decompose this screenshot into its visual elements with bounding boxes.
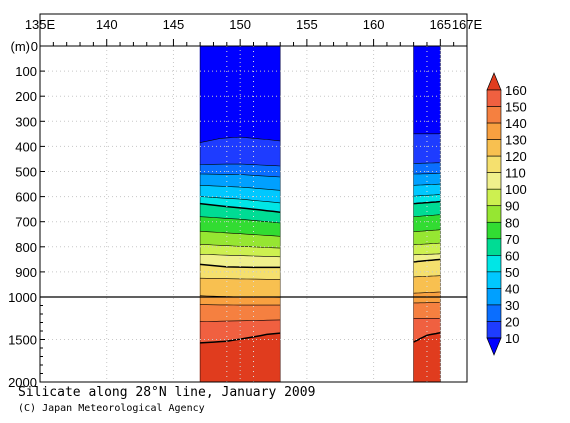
- x-tick-label: 167E: [452, 17, 483, 32]
- x-tick-label: 135E: [25, 17, 56, 32]
- y-tick-label: 100: [15, 64, 37, 79]
- colorbar-label: 130: [505, 133, 527, 148]
- section-band-1-40: [413, 183, 441, 197]
- x-tick-label: 160: [363, 17, 385, 32]
- contour-line-1-40: [413, 183, 441, 186]
- colorbar-label: 20: [505, 314, 519, 329]
- colorbar-label: 50: [505, 265, 519, 280]
- colorbar-swatch: [486, 172, 502, 190]
- x-tick-label: 150: [229, 17, 251, 32]
- colorbar-swatch: [486, 205, 502, 223]
- y-tick-label: 200: [15, 89, 37, 104]
- colorbar-label: 120: [505, 149, 527, 164]
- contour-line-0-60: [200, 202, 281, 213]
- contour-line-1-50: [413, 194, 441, 197]
- contour-line-1-30: [413, 173, 441, 175]
- contour-line-1-110: [413, 258, 441, 263]
- section-band-1-70: [413, 214, 441, 233]
- section-band-1-10: [413, 133, 441, 164]
- y-tick-label: 500: [15, 165, 37, 180]
- colorbar-swatch: [486, 221, 502, 240]
- y-axis-unit-label: (m): [11, 39, 31, 54]
- contour-line-0-10: [200, 136, 281, 143]
- contour-line-1-70: [413, 214, 441, 217]
- colorbar-swatch: [486, 321, 502, 339]
- colorbar-swatch: [486, 304, 502, 322]
- colorbar-label: 100: [505, 182, 527, 197]
- contour-line-0-100: [200, 254, 281, 258]
- colorbar-swatch: [486, 271, 502, 289]
- y-tick-label: 700: [15, 215, 37, 230]
- colorbar-swatch: [486, 188, 502, 207]
- section-band-under-1: [413, 46, 441, 135]
- section-band-1-140: [413, 302, 441, 319]
- contour-line-0-50: [200, 196, 281, 204]
- colorbar-swatch: [486, 89, 502, 107]
- colorbar-swatch: [486, 155, 502, 173]
- chart-credit: (C) Japan Meteorological Agency: [18, 403, 205, 414]
- y-tick-label: 300: [15, 114, 37, 129]
- chart-title: Silicate along 28°N line, January 2009: [18, 385, 316, 400]
- contour-line-0-40: [200, 185, 281, 191]
- colorbar-label: 160: [505, 83, 527, 98]
- y-tick-label: 900: [15, 265, 37, 280]
- colorbar-swatch: [486, 122, 502, 140]
- colorbar-label: 140: [505, 116, 527, 131]
- section-band-0-140: [199, 304, 281, 322]
- contour-line-1-90: [413, 242, 441, 246]
- contour-line-1-130: [413, 291, 441, 294]
- contour-line-1-60: [413, 200, 441, 205]
- contour-line-0-80: [200, 230, 281, 237]
- x-tick-label: 155: [296, 17, 318, 32]
- section-band-1-30: [413, 173, 441, 186]
- y-tick-label: 2000: [8, 375, 37, 390]
- colorbar-label: 90: [505, 199, 519, 214]
- contour-line-1-160: [413, 331, 441, 343]
- colorbar-swatch: [486, 255, 502, 273]
- contour-line-1-100: [413, 253, 441, 256]
- colorbar-under-triangle: [486, 337, 502, 356]
- contour-line-0-70: [200, 216, 281, 224]
- x-tick-label: 145: [163, 17, 185, 32]
- y-tick-label: 600: [15, 190, 37, 205]
- colorbar-label: 150: [505, 100, 527, 115]
- colorbar-label: 80: [505, 215, 519, 230]
- section-band-0-10: [199, 136, 281, 167]
- colorbar-swatch: [486, 139, 502, 157]
- colorbar-label: 70: [505, 232, 519, 247]
- x-tick-label: 140: [96, 17, 118, 32]
- section-band-1-120: [413, 275, 441, 294]
- colorbar-over-triangle: [486, 72, 502, 91]
- colorbar-label: 60: [505, 248, 519, 263]
- y-tick-label: 400: [15, 139, 37, 154]
- colorbar-label: 110: [505, 166, 526, 181]
- colorbar-swatch: [486, 106, 502, 124]
- colorbar-label: 30: [505, 298, 519, 313]
- y-tick-label: 800: [15, 240, 37, 255]
- x-tick-label: 165: [429, 17, 451, 32]
- y-tick-label: 0: [31, 39, 38, 54]
- contour-line-0-150: [200, 319, 281, 322]
- contour-line-1-80: [413, 229, 441, 232]
- colorbar-label: 40: [505, 281, 519, 296]
- contour-line-1-20: [413, 162, 441, 164]
- section-band-1-20: [413, 162, 441, 175]
- y-tick-label: 1500: [8, 333, 37, 348]
- colorbar-swatch: [486, 288, 502, 306]
- contour-line-0-110: [200, 263, 281, 269]
- colorbar-swatch: [486, 238, 502, 256]
- contour-line-0-140: [200, 304, 281, 306]
- contour-line-0-20: [200, 163, 281, 167]
- colorbar-label: 10: [505, 331, 519, 346]
- y-tick-label: 1000: [8, 290, 37, 305]
